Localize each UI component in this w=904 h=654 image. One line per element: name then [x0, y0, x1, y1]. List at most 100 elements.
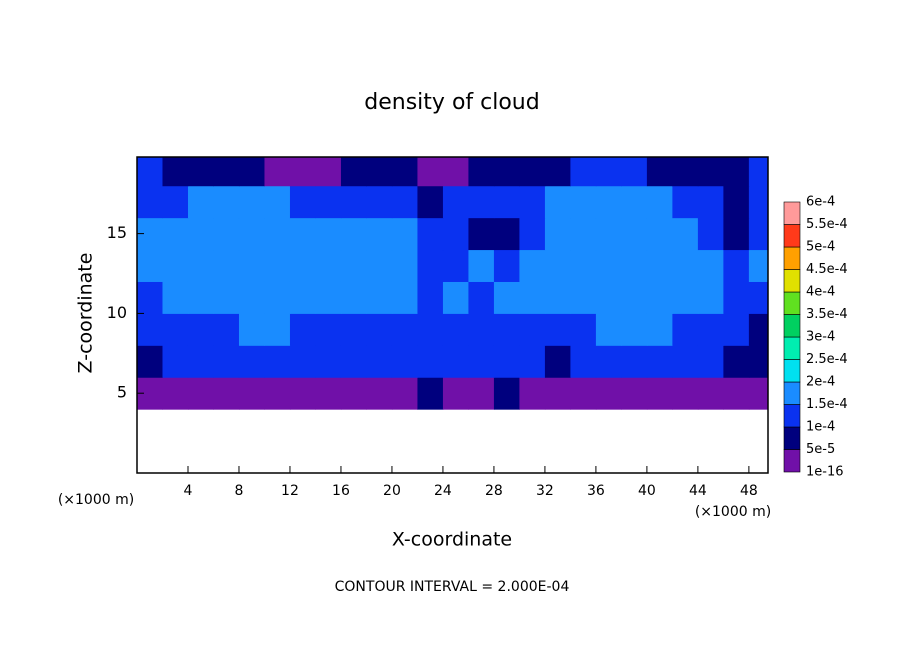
contour-cell	[289, 249, 316, 282]
contour-cell	[391, 281, 418, 314]
colorbar-label: 1e-16	[806, 465, 844, 480]
contour-cell	[162, 313, 189, 346]
contour-cell	[621, 217, 648, 251]
contour-cell	[595, 345, 622, 378]
colorbar-label: 5e-4	[806, 240, 835, 255]
contour-cell	[417, 313, 444, 346]
contour-cell	[519, 345, 546, 378]
y-tick-label: 10	[107, 303, 127, 322]
contour-cell	[697, 185, 724, 219]
contour-cell	[646, 345, 673, 378]
contour-cell	[315, 185, 342, 219]
contour-cell	[391, 313, 418, 346]
contour-cell	[137, 249, 163, 282]
contour-cell	[442, 185, 469, 219]
contour-cell	[723, 377, 750, 410]
contour-cell	[748, 377, 768, 410]
contour-cell	[544, 377, 571, 410]
contour-cell	[366, 185, 393, 219]
colorbar-box	[783, 269, 801, 293]
contour-cell	[366, 217, 393, 251]
contour-cell	[493, 281, 520, 314]
contour-cell	[187, 217, 214, 251]
contour-cell	[366, 157, 393, 187]
contour-cell	[238, 249, 265, 282]
contour-cell	[442, 313, 469, 346]
contour-cell	[238, 345, 265, 378]
colorbar-label: 4.5e-4	[806, 262, 848, 277]
contour-cell	[442, 345, 469, 378]
contour-cell	[672, 377, 699, 410]
colorbar-box	[783, 426, 801, 450]
contour-field	[137, 157, 768, 410]
x-tick-label: 16	[332, 483, 350, 499]
contour-cell	[570, 157, 597, 187]
x-tick-label: 44	[689, 483, 707, 499]
contour-cell	[137, 313, 163, 346]
contour-cell	[162, 157, 189, 187]
colorbar-label: 4e-4	[806, 285, 835, 300]
contour-cell	[544, 281, 571, 314]
contour-cell	[519, 313, 546, 346]
contour-cell	[137, 185, 163, 219]
contour-cell	[621, 313, 648, 346]
contour-cell	[621, 345, 648, 378]
contour-cell	[442, 281, 469, 314]
contour-cell	[187, 377, 214, 410]
contour-cell	[213, 377, 240, 410]
contour-cell	[238, 217, 265, 251]
colorbar-box	[783, 314, 801, 338]
contour-cell	[213, 281, 240, 314]
contour-cell	[748, 281, 768, 314]
x-tick-label: 32	[536, 483, 554, 499]
contour-cell	[621, 185, 648, 219]
contour-cell	[493, 377, 520, 410]
contour-cell	[391, 185, 418, 219]
contour-cell	[544, 185, 571, 219]
contour-cell	[595, 157, 622, 187]
contour-cell	[391, 377, 418, 410]
contour-cell	[187, 313, 214, 346]
contour-cell	[187, 345, 214, 378]
contour-cell	[162, 217, 189, 251]
contour-cell	[723, 217, 750, 251]
colorbar-label: 1e-4	[806, 420, 835, 435]
contour-cell	[391, 249, 418, 282]
contour-cell	[264, 249, 291, 282]
colorbar-label: 2.5e-4	[806, 352, 848, 367]
contour-cell	[544, 313, 571, 346]
contour-cell	[468, 249, 495, 282]
x-tick-label: 4	[184, 483, 193, 499]
colorbar-box	[783, 359, 801, 383]
contour-cell	[697, 313, 724, 346]
contour-cell	[621, 281, 648, 314]
contour-cell	[570, 249, 597, 282]
contour-cell	[697, 249, 724, 282]
contour-cell	[468, 217, 495, 251]
contour-cell	[697, 157, 724, 187]
contour-cell	[340, 249, 367, 282]
contour-cell	[646, 157, 673, 187]
colorbar-box	[783, 404, 801, 428]
contour-cell	[264, 185, 291, 219]
colorbar-label: 2e-4	[806, 375, 835, 390]
contour-cell	[340, 313, 367, 346]
contour-cell	[315, 345, 342, 378]
contour-cell	[519, 377, 546, 410]
contour-cell	[289, 345, 316, 378]
contour-cell	[162, 281, 189, 314]
contour-cell	[723, 249, 750, 282]
contour-cell	[723, 281, 750, 314]
colorbar-box	[783, 201, 801, 225]
contour-cell	[340, 185, 367, 219]
contour-interval-note: CONTOUR INTERVAL = 2.000E-04	[335, 579, 570, 595]
contour-cell	[289, 157, 316, 187]
contour-cell	[264, 157, 291, 187]
contour-cell	[289, 313, 316, 346]
x-tick-label: 12	[281, 483, 299, 499]
contour-cell	[646, 377, 673, 410]
contour-cell	[137, 157, 163, 187]
contour-cell	[723, 185, 750, 219]
contour-cell	[493, 313, 520, 346]
